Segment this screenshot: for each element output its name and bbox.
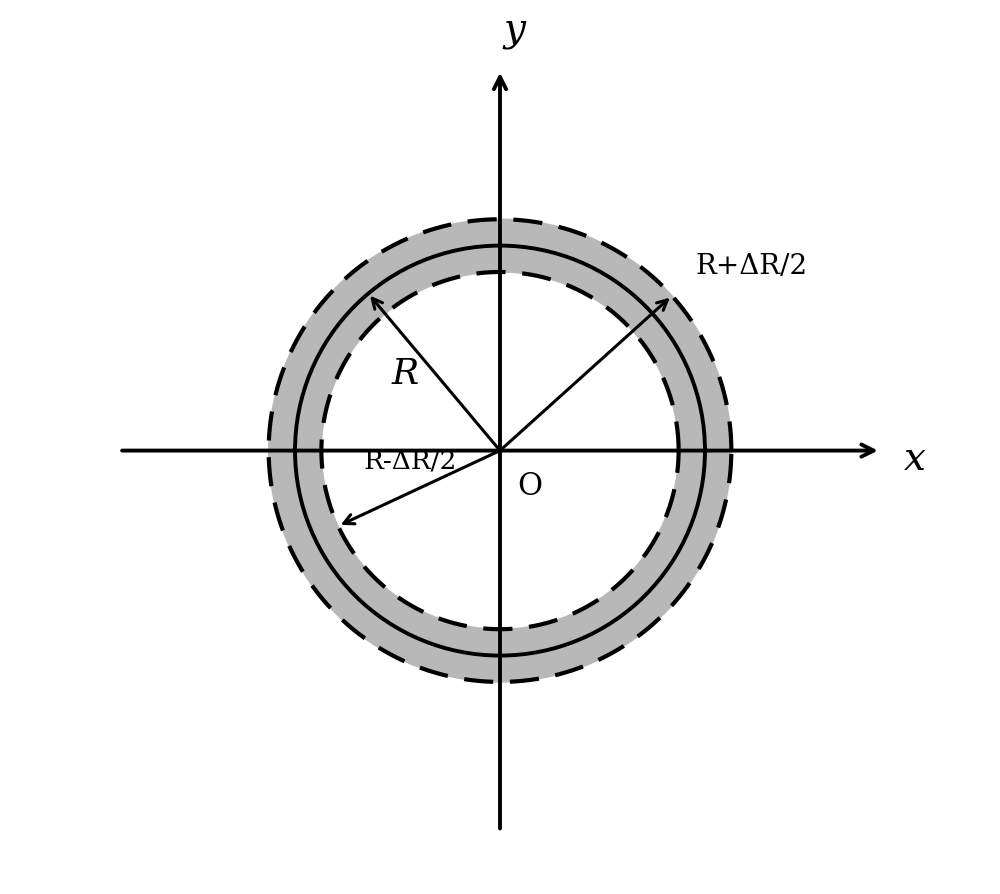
Text: O: O — [518, 471, 543, 502]
Text: R-ΔR/2: R-ΔR/2 — [363, 448, 457, 473]
Polygon shape — [269, 219, 731, 682]
Text: x: x — [904, 441, 926, 478]
Text: y: y — [504, 13, 526, 49]
Text: R: R — [392, 357, 419, 391]
Text: R+ΔR/2: R+ΔR/2 — [695, 253, 807, 280]
